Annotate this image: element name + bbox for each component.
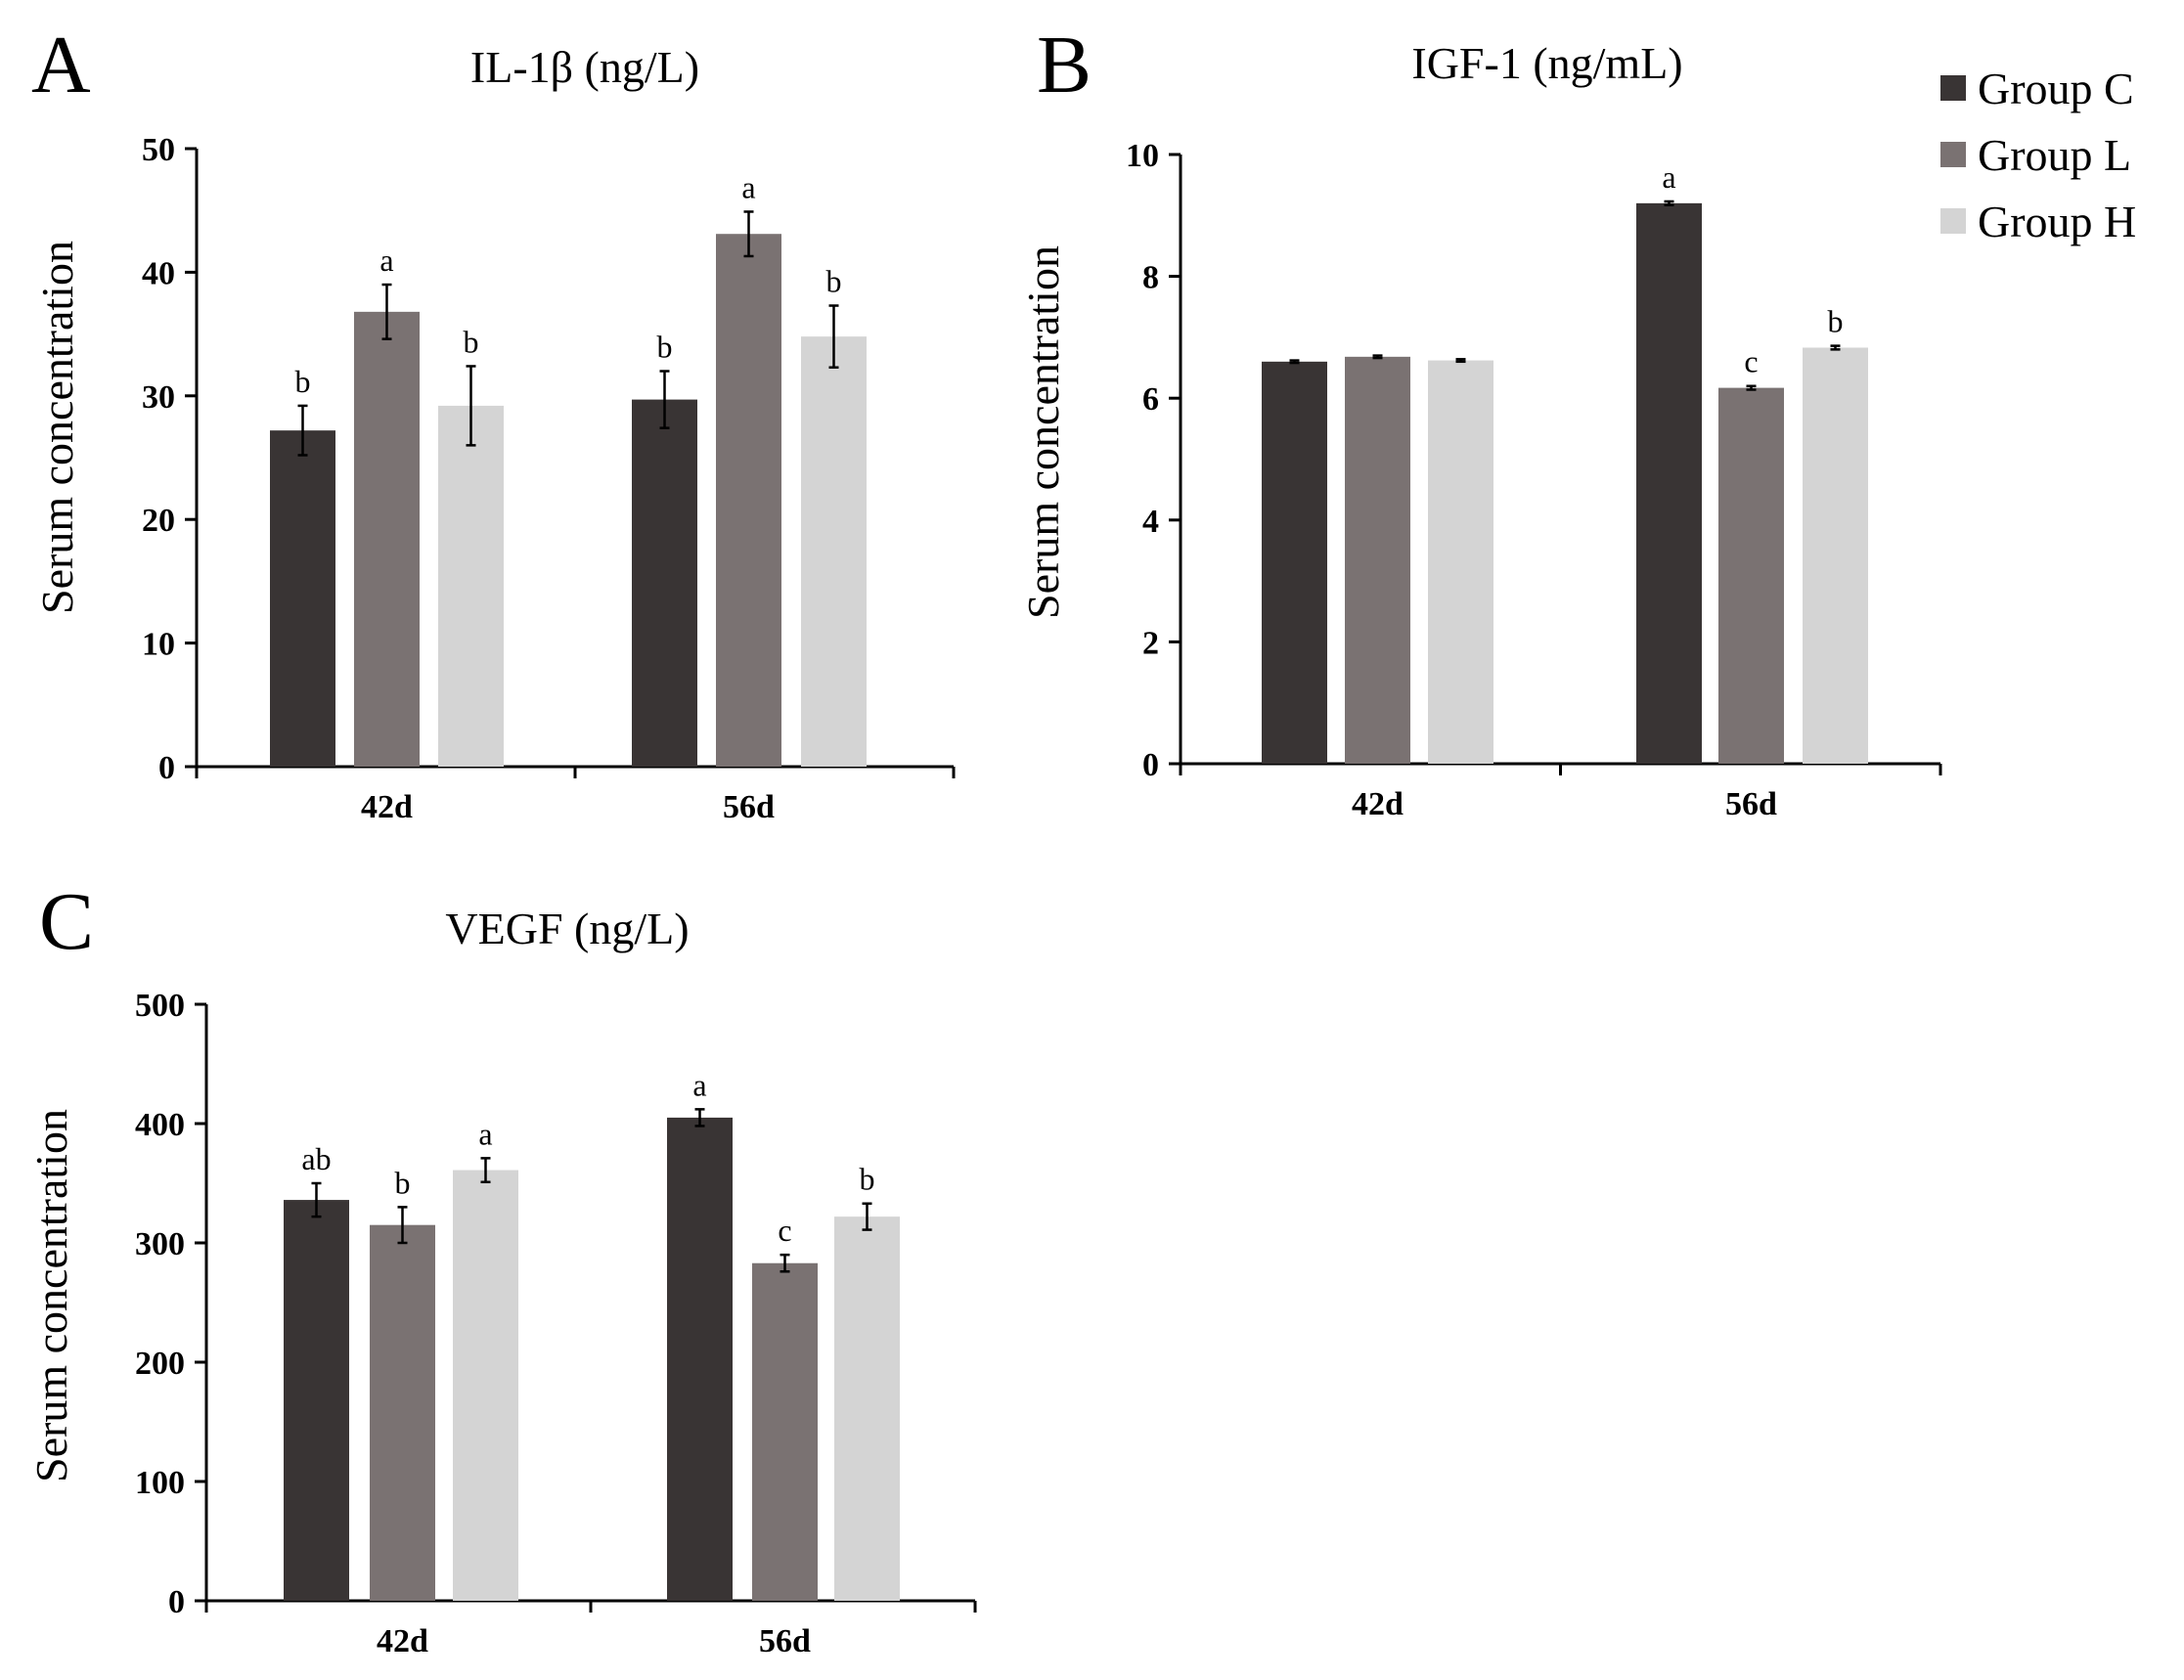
panel-c-bar-group-l-56d [752,1262,818,1601]
panel-a-bar-group-l-42d [354,311,420,767]
panel-b-x-category-label: 42d [1352,786,1404,822]
panel-c-significance-letter: a [692,1067,706,1102]
panel-c: C VEGF (ng/L) Serum concentration 0 100 20… [26,876,977,1659]
legend-swatch-group-h [1940,208,1966,234]
legend-swatch-group-l [1940,142,1966,167]
legend: Group C Group L Group H [1940,64,2136,246]
panel-b-y-tick-label: 6 [1142,381,1159,418]
panel-b-significance-letter: c [1744,344,1758,379]
panel-c-bar-group-c-42d [284,1200,349,1601]
panel-b-y-tick-label: 0 [1142,747,1159,783]
panel-a-y-tick-label: 0 [158,750,175,786]
panel-b-y-tick-label: 2 [1142,625,1159,661]
panel-c-y-tick-label: 400 [135,1107,185,1143]
panel-b-bar-group-l-42d [1345,356,1410,764]
panel-a-bar-group-c-42d [270,430,335,767]
panel-b-y-tick-label: 10 [1126,138,1159,174]
panel-a-plot: 0 10 20 30 40 50 42d 56d b b a a b b [142,132,956,825]
panel-a-label: A [31,20,91,111]
legend-label-group-h: Group H [1978,197,2136,246]
panel-b-bar-group-c-42d [1262,361,1327,764]
panel-c-bar-group-h-42d [453,1170,518,1601]
panel-a-bar-group-l-56d [716,234,781,767]
panel-b-title: IGF-1 (ng/mL) [1411,38,1682,88]
panel-a-x-category-label: 42d [361,789,413,825]
panel-a-significance-letter: b [826,264,842,299]
panel-c-y-tick-label: 100 [135,1465,185,1501]
panel-a-bar-group-h-42d [438,405,504,767]
panel-a-bar-group-h-56d [801,336,867,767]
panel-b-bar-group-l-56d [1718,387,1784,764]
panel-c-y-tick-label: 200 [135,1346,185,1382]
panel-a-significance-letter: b [657,330,673,365]
panel-c-ylabel: Serum concentration [26,1109,76,1482]
panel-b-bar-group-h-56d [1803,347,1868,764]
panel-c-y-tick-label: 500 [135,988,185,1024]
panel-c-significance-letter: ab [301,1141,331,1176]
panel-c-y-tick-label: 0 [168,1584,185,1620]
panel-a-x-category-label: 56d [723,789,775,825]
panel-a-y-tick-label: 40 [142,255,175,291]
legend-label-group-l: Group L [1978,130,2131,180]
legend-swatch-group-c [1940,75,1966,101]
panel-a-y-tick-label: 30 [142,379,175,416]
panel-a-bar-group-c-56d [632,399,697,767]
panel-b: B IGF-1 (ng/mL) Serum concentration 0 2 4 6… [1018,20,1942,822]
panel-a-significance-letter: b [464,324,479,359]
legend-label-group-c: Group C [1978,64,2134,113]
panel-b-plot: 0 2 4 6 8 10 42d 56d a c b [1126,138,1942,822]
panel-c-x-category-label: 56d [759,1623,811,1659]
panel-c-bar-group-c-56d [667,1117,733,1601]
panel-c-label: C [39,876,94,967]
panel-c-significance-letter: b [860,1162,875,1197]
panel-b-bar-group-c-56d [1636,202,1702,765]
panel-a-significance-letter: b [295,364,311,399]
panel-c-significance-letter: c [778,1213,791,1248]
panel-c-significance-letter: a [478,1116,492,1151]
panel-b-significance-letter: a [1662,159,1675,195]
panel-a-significance-letter: a [741,169,755,204]
panel-b-y-tick-label: 4 [1142,504,1159,540]
panel-b-y-tick-label: 8 [1142,260,1159,296]
panel-a-y-tick-label: 20 [142,503,175,539]
panel-b-label: B [1037,20,1092,111]
panel-c-y-tick-label: 300 [135,1226,185,1262]
panel-b-bar-group-h-42d [1428,360,1493,764]
panel-c-significance-letter: b [395,1165,411,1200]
panel-b-ylabel: Serum concentration [1018,245,1068,619]
panel-a-title: IL-1β (ng/L) [470,42,699,92]
panel-c-bar-group-l-42d [370,1224,435,1601]
panel-c-x-category-label: 42d [377,1623,428,1659]
panel-a: A IL-1β (ng/L) Serum concentration 0 10 20… [31,20,956,825]
panel-b-x-category-label: 56d [1725,786,1777,822]
panel-a-y-tick-label: 10 [142,627,175,663]
panel-c-title: VEGF (ng/L) [445,904,689,953]
panel-a-y-tick-label: 50 [142,132,175,168]
panel-a-significance-letter: a [379,243,393,278]
panel-b-significance-letter: b [1828,304,1844,339]
panel-a-ylabel: Serum concentration [32,241,82,614]
panel-c-bar-group-h-56d [834,1216,900,1601]
